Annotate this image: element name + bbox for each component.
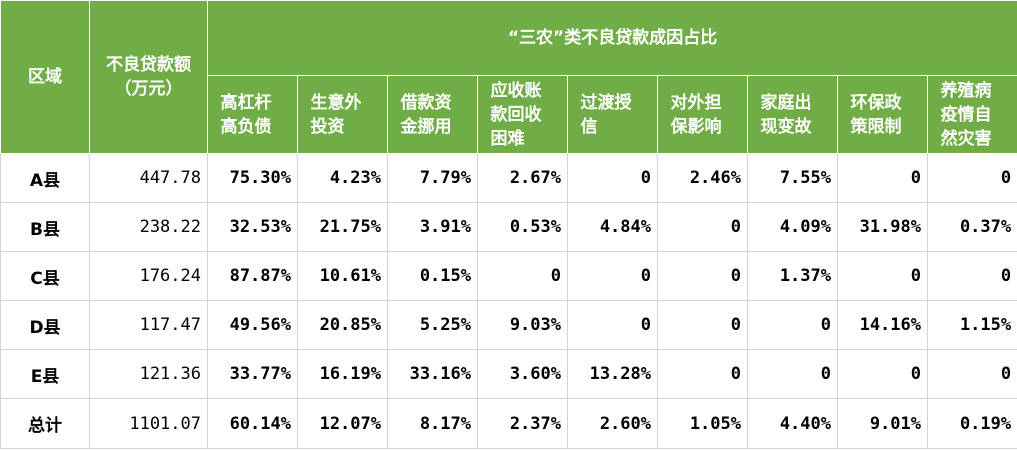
table-row: D县 117.47 49.56% 20.85% 5.25% 9.03% 0 0 0 14.16% 1… [0,300,1017,350]
cause-header-label: 借款资金挪用 [400,92,452,137]
table-row: B县 238.22 32.53% 21.75% 3.91% 0.53% 4.84% 0 4.09… [0,202,1017,252]
total-row: 总计 1101.07 60.14% 12.07% 8.17% 2.37% 2.60% 1.05… [0,398,1017,449]
cause-share-cell: 2.37% [477,398,568,449]
cause-share-cell: 4.40% [747,398,838,449]
cause-share-cell: 14.16% [837,300,928,350]
cause-share-cell: 1.15% [926,300,1017,350]
cause-share-cell: 9.03% [477,300,568,350]
cause-share-cell: 32.53% [207,202,298,252]
table-row: E县 121.36 33.77% 16.19% 33.16% 3.60% 13.28% 0 0 0… [0,349,1017,399]
cause-share-cell: 2.60% [567,398,658,449]
cause-header-label: 家庭出现变故 [760,92,812,137]
cause-share-cell: 0 [657,202,748,252]
cause-share-cell: 0 [747,349,838,399]
cause-share-cell: 0.53% [477,202,568,252]
cause-share-cell: 3.91% [387,202,478,252]
amount-cell: 238.22 [89,202,208,252]
cause-share-cell: 8.17% [387,398,478,449]
cause-share-cell: 13.28% [567,349,658,399]
cause-header: 过渡授信 [567,75,658,154]
cause-share-cell: 2.46% [657,153,748,203]
cause-share-cell: 0 [567,153,658,203]
cause-share-cell: 49.56% [207,300,298,350]
region-header: 区域 [0,0,90,154]
cause-share-cell: 31.98% [837,202,928,252]
cause-header: 借款资金挪用 [387,75,478,154]
amount-header: 不良贷款额（万元） [89,0,208,154]
cause-share-cell: 33.16% [387,349,478,399]
amount-cell: 447.78 [89,153,208,203]
cause-header-label: 对外担保影响 [670,92,722,137]
cause-share-cell: 16.19% [297,349,388,399]
amount-cell: 1101.07 [89,398,208,449]
cause-group-header: “三农”类不良贷款成因占比 [206,0,1017,76]
region-cell: D县 [0,300,90,350]
cause-share-cell: 20.85% [297,300,388,350]
cause-share-cell: 0 [657,349,748,399]
cause-share-cell: 7.55% [747,153,838,203]
amount-cell: 176.24 [89,251,208,301]
cause-share-cell: 0 [747,300,838,350]
table-body: A县 447.78 75.30% 4.23% 7.79% 2.67% 0 2.46% 7.55%… [0,153,1017,449]
cause-share-cell: 12.07% [297,398,388,449]
table-row: C县 176.24 87.87% 10.61% 0.15% 0 0 0 1.37% 0 0 [0,251,1017,301]
region-cell: C县 [0,251,90,301]
cause-share-cell: 0 [837,251,928,301]
cause-header-label: 高杠杆高负债 [220,92,272,137]
cause-share-cell: 0 [926,349,1017,399]
cause-share-cell: 0 [477,251,568,301]
cause-share-cell: 4.84% [567,202,658,252]
amount-cell: 121.36 [89,349,208,399]
amount-header-label: 不良贷款额（万元） [106,55,191,99]
cause-share-cell: 4.23% [297,153,388,203]
cause-share-cell: 1.37% [747,251,838,301]
cause-share-cell: 5.25% [387,300,478,350]
cause-header-label: 应收账款回收困难 [490,80,542,149]
cause-header-label: 环保政策限制 [850,92,902,137]
cause-share-cell: 0.15% [387,251,478,301]
region-cell: E县 [0,349,90,399]
cause-share-cell: 0 [657,300,748,350]
cause-header: 应收账款回收困难 [477,75,568,154]
region-cell: A县 [0,153,90,203]
cause-header: 对外担保影响 [657,75,748,154]
cause-header: 环保政策限制 [837,75,928,154]
cause-share-cell: 0 [837,153,928,203]
cause-header-label: 生意外投资 [310,92,362,137]
cause-share-cell: 0.19% [926,398,1017,449]
amount-cell: 117.47 [89,300,208,350]
cause-share-cell: 3.60% [477,349,568,399]
cause-share-cell: 2.67% [477,153,568,203]
table-header: 区域 不良贷款额（万元） “三农”类不良贷款成因占比 高杠杆高负债 生意外投资 … [0,0,1017,154]
cause-share-cell: 0 [837,349,928,399]
cause-share-cell: 60.14% [207,398,298,449]
cause-share-cell: 0.37% [926,202,1017,252]
cause-header: 高杠杆高负债 [207,75,298,154]
region-cell: 总计 [0,398,90,449]
cause-header: 生意外投资 [297,75,388,154]
cause-share-cell: 0 [926,153,1017,203]
cause-share-cell: 21.75% [297,202,388,252]
cause-share-cell: 0 [567,251,658,301]
cause-share-cell: 33.77% [207,349,298,399]
cause-share-cell: 0 [657,251,748,301]
cause-header: 养殖病疫情自然灾害 [926,75,1017,154]
cause-share-cell: 87.87% [207,251,298,301]
region-cell: B县 [0,202,90,252]
cause-share-cell: 0 [567,300,658,350]
cause-header-label: 养殖病疫情自然灾害 [940,80,992,149]
cause-header: 家庭出现变故 [747,75,838,154]
cause-share-cell: 0 [926,251,1017,301]
cause-header-label: 过渡授信 [580,92,632,137]
cause-share-cell: 1.05% [657,398,748,449]
table-row: A县 447.78 75.30% 4.23% 7.79% 2.67% 0 2.46% 7.55%… [0,153,1017,203]
cause-share-cell: 10.61% [297,251,388,301]
cause-share-cell: 7.79% [387,153,478,203]
cause-share-cell: 4.09% [747,202,838,252]
cause-share-cell: 75.30% [207,153,298,203]
cause-share-cell: 9.01% [837,398,928,449]
